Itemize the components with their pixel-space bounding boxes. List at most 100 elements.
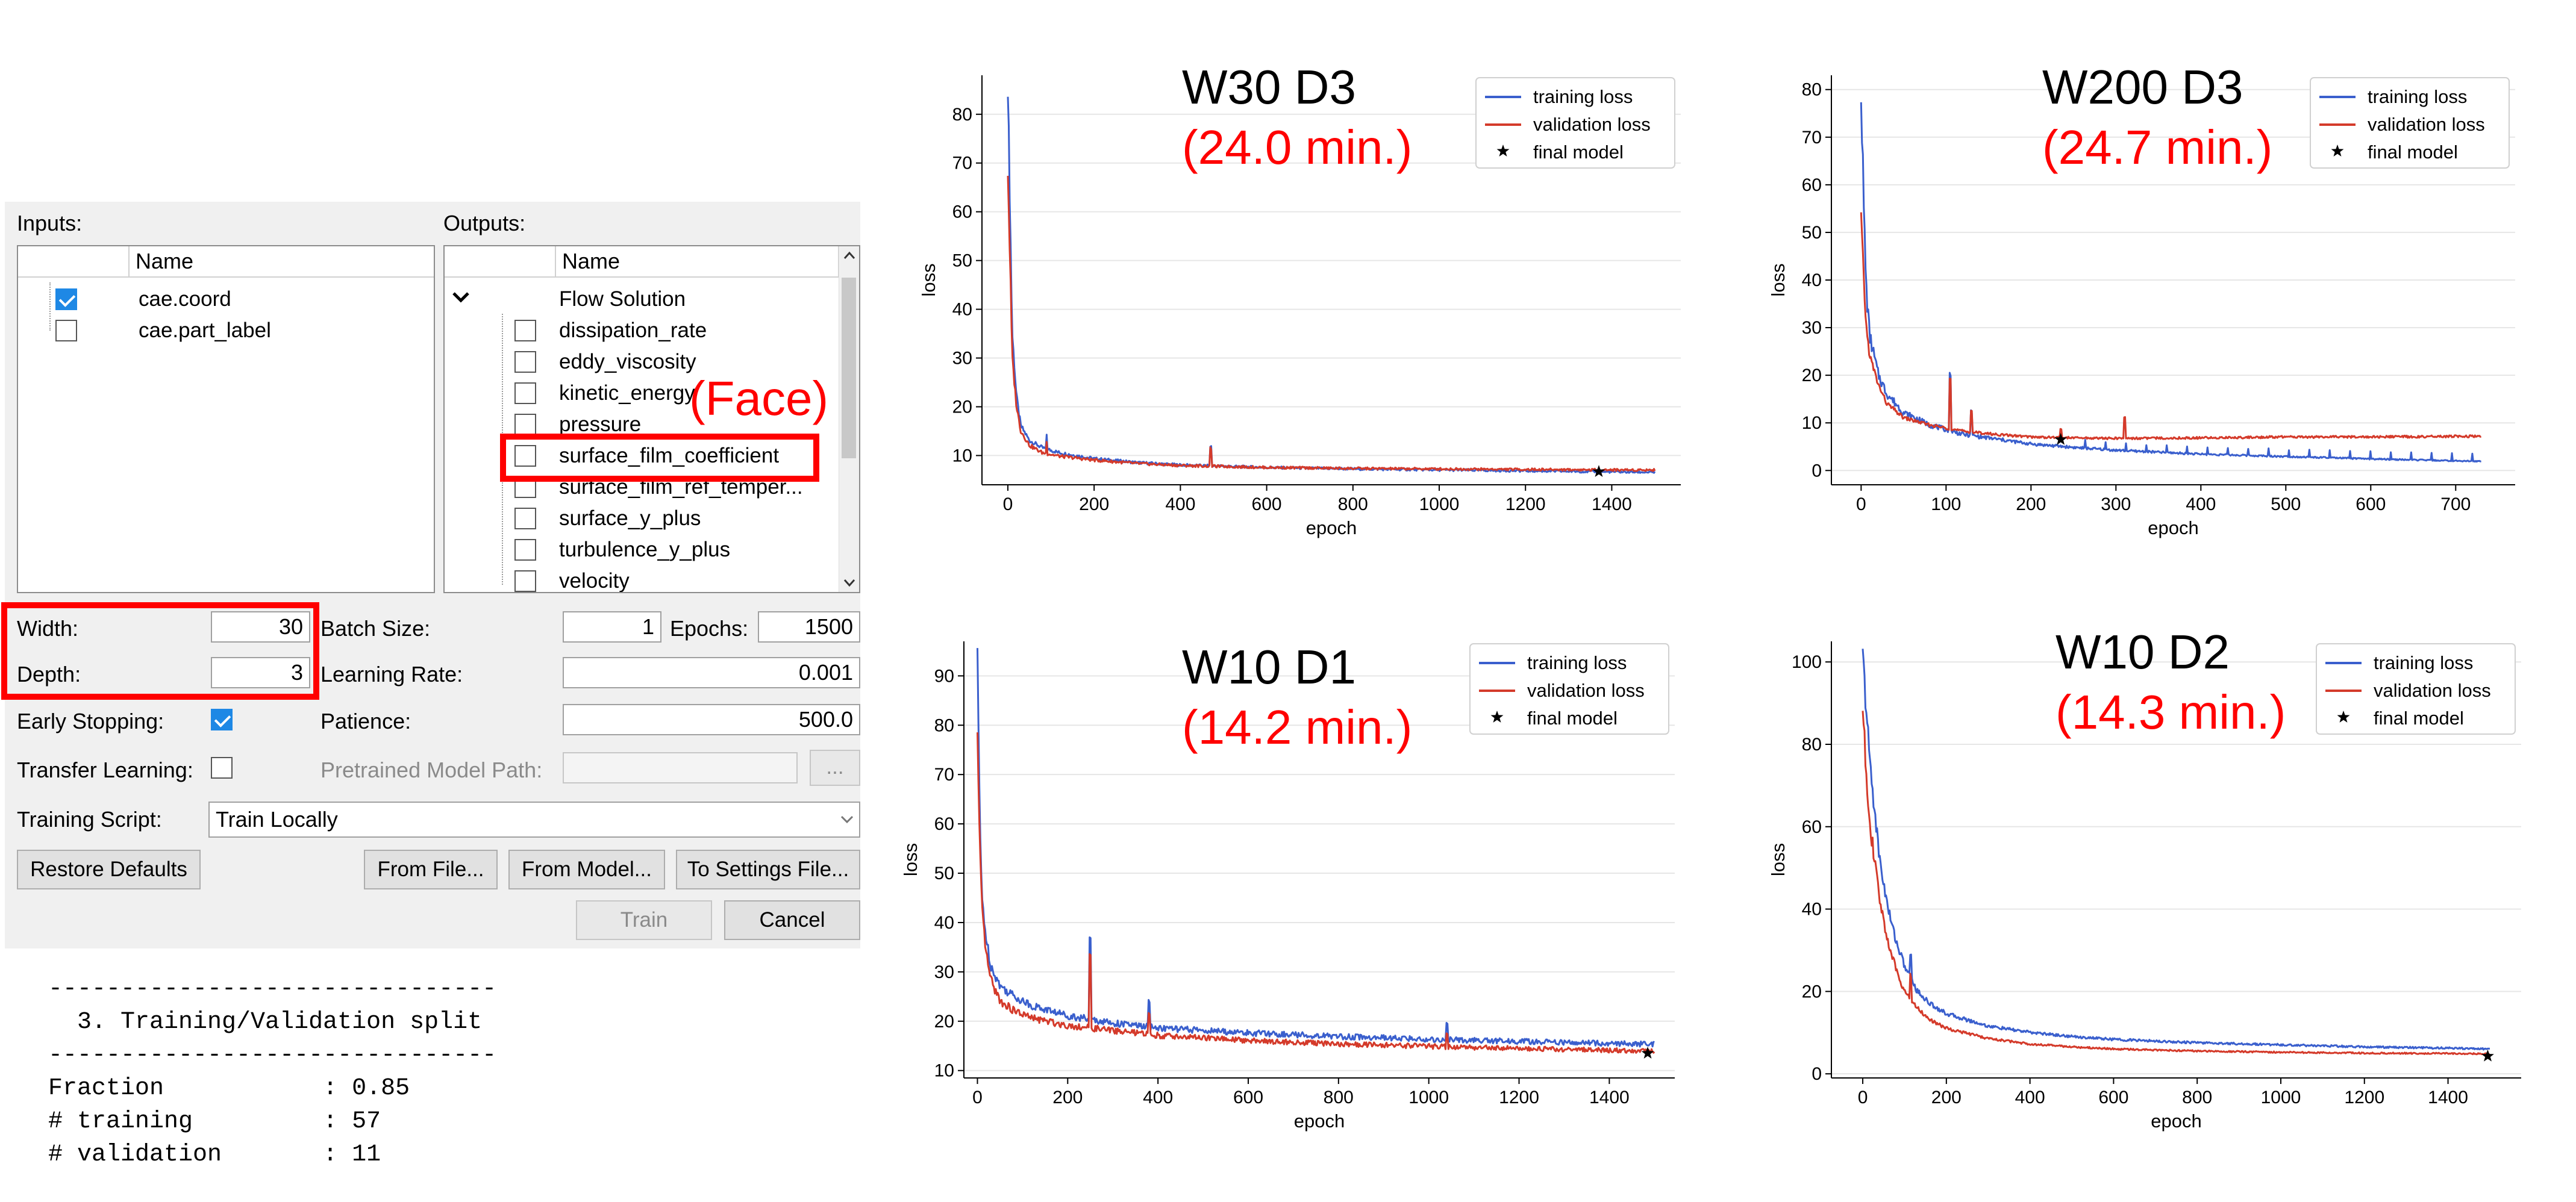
input-item-cae-coord[interactable]: cae.coord <box>139 287 231 311</box>
y-tick-label: 80 <box>1802 80 1822 100</box>
transfer-learning-checkbox[interactable] <box>211 757 233 779</box>
output-group-flow-solution[interactable]: Flow Solution <box>559 287 686 311</box>
inputs-label: Inputs: <box>17 211 83 235</box>
depth-field[interactable]: 3 <box>211 657 310 688</box>
cae-part-label-checkbox[interactable] <box>55 320 77 341</box>
legend-box <box>1469 643 1669 735</box>
browse-button[interactable]: ... <box>810 750 860 786</box>
x-tick-label: 400 <box>1143 1088 1173 1107</box>
x-tick-label: 600 <box>2356 494 2386 514</box>
scrollbar-thumb[interactable] <box>842 278 856 458</box>
final-model-marker <box>2481 1049 2494 1062</box>
chevron-down-icon[interactable] <box>452 291 470 304</box>
turbulence-y-plus-checkbox[interactable] <box>514 539 536 561</box>
outputs-scrollbar[interactable] <box>839 246 859 592</box>
output-item-surface-y-plus[interactable]: surface_y_plus <box>559 506 701 530</box>
legend-training-label: training loss <box>1533 86 1633 107</box>
chart-subtitle-w10-d2: (14.3 min.) <box>2055 685 2286 739</box>
legend-final-marker <box>2337 711 2350 723</box>
from-model-button[interactable]: From Model... <box>508 850 665 889</box>
pretrained-model-path-field[interactable] <box>563 752 798 783</box>
x-axis-label: epoch <box>1306 517 1357 538</box>
x-tick-label: 1200 <box>2344 1088 2384 1107</box>
output-item-pressure[interactable]: pressure <box>559 413 642 436</box>
inputs-name-header[interactable]: Name <box>130 246 434 278</box>
restore-defaults-button[interactable]: Restore Defaults <box>17 850 201 889</box>
final-model-marker <box>1592 465 1605 477</box>
output-item-dissipation-rate[interactable]: dissipation_rate <box>559 319 707 342</box>
inputs-list[interactable]: Name cae.coord cae.part_label <box>17 245 435 593</box>
x-axis-label: epoch <box>1294 1110 1345 1132</box>
legend-final-marker <box>1490 711 1504 723</box>
depth-label: Depth: <box>17 662 81 687</box>
console-rule-top: ------------------------------- <box>48 976 497 1003</box>
y-tick-label: 50 <box>952 251 972 271</box>
early-stopping-checkbox[interactable] <box>211 709 233 730</box>
legend-validation-label: validation loss <box>1527 680 1645 701</box>
x-tick-label: 1400 <box>1589 1088 1630 1107</box>
x-axis-label: epoch <box>2148 517 2198 538</box>
outputs-label: Outputs: <box>443 211 526 235</box>
y-tick-label: 40 <box>934 913 954 933</box>
dissipation-rate-checkbox[interactable] <box>514 320 536 341</box>
surface-film-coefficient-checkbox[interactable] <box>514 445 536 467</box>
eddy-viscosity-checkbox[interactable] <box>514 351 536 373</box>
surface-y-plus-checkbox[interactable] <box>514 508 536 529</box>
training-script-select[interactable]: Train Locally <box>208 802 860 838</box>
cae-coord-checkbox[interactable] <box>55 288 77 310</box>
y-tick-label: 10 <box>934 1061 954 1081</box>
output-item-kinetic-energy[interactable]: kinetic_energy <box>559 381 695 405</box>
pressure-checkbox[interactable] <box>514 414 536 435</box>
input-item-cae-part-label[interactable]: cae.part_label <box>139 319 271 342</box>
x-tick-label: 300 <box>2101 494 2131 514</box>
y-tick-label: 70 <box>952 154 972 173</box>
x-tick-label: 1400 <box>2428 1088 2468 1107</box>
outputs-name-header[interactable]: Name <box>556 246 839 278</box>
console-rule-bottom: ------------------------------- <box>48 1042 497 1069</box>
to-settings-file-button[interactable]: To Settings File... <box>676 850 860 889</box>
cancel-button[interactable]: Cancel <box>724 900 860 940</box>
from-file-button[interactable]: From File... <box>364 850 498 889</box>
scroll-down-icon[interactable] <box>843 579 855 587</box>
legend-training-label: training loss <box>2374 652 2473 673</box>
legend-final-label: final model <box>1527 708 1618 729</box>
width-field[interactable]: 30 <box>211 611 310 643</box>
output-item-surface-film-coefficient[interactable]: surface_film_coefficient <box>559 444 780 467</box>
validation-loss-line <box>1862 711 2490 1056</box>
scroll-up-icon[interactable] <box>843 251 855 260</box>
output-item-velocity[interactable]: velocity <box>559 569 630 593</box>
output-item-eddy-viscosity[interactable]: eddy_viscosity <box>559 350 696 373</box>
legend-validation-label: validation loss <box>2368 114 2485 135</box>
y-tick-label: 10 <box>952 446 972 466</box>
y-tick-label: 80 <box>952 105 972 125</box>
x-tick-label: 1200 <box>1499 1088 1539 1107</box>
chart-subtitle-w10-d1: (14.2 min.) <box>1182 700 1413 754</box>
batch-size-field[interactable]: 1 <box>563 611 661 643</box>
learning-rate-field[interactable]: 0.001 <box>563 657 860 688</box>
legend-final-label: final model <box>2368 142 2458 163</box>
train-button[interactable]: Train <box>576 900 712 940</box>
output-item-turbulence-y-plus[interactable]: turbulence_y_plus <box>559 538 731 561</box>
chevron-down-icon[interactable] <box>840 815 854 824</box>
x-tick-label: 600 <box>2098 1088 2128 1107</box>
patience-field[interactable]: 500.0 <box>563 704 860 735</box>
legend-box <box>2310 77 2510 169</box>
patience-label: Patience: <box>320 709 411 733</box>
epochs-field[interactable]: 1500 <box>758 611 860 643</box>
outputs-list[interactable]: Name Flow Solution dissipation_rate eddy… <box>443 245 860 593</box>
x-tick-label: 400 <box>2186 494 2216 514</box>
x-tick-label: 200 <box>1052 1088 1083 1107</box>
chart-title-w200-d3: W200 D3 <box>2042 60 2243 114</box>
velocity-checkbox[interactable] <box>514 570 536 592</box>
x-tick-label: 1200 <box>1505 494 1546 514</box>
x-tick-label: 800 <box>2182 1088 2212 1107</box>
console-line-training: # training : 57 <box>48 1108 381 1135</box>
kinetic-energy-checkbox[interactable] <box>514 382 536 404</box>
console-heading: 3. Training/Validation split <box>48 1009 483 1036</box>
legend-box <box>2316 643 2516 735</box>
transfer-learning-label: Transfer Learning: <box>17 758 193 782</box>
y-tick-label: 70 <box>934 765 954 785</box>
